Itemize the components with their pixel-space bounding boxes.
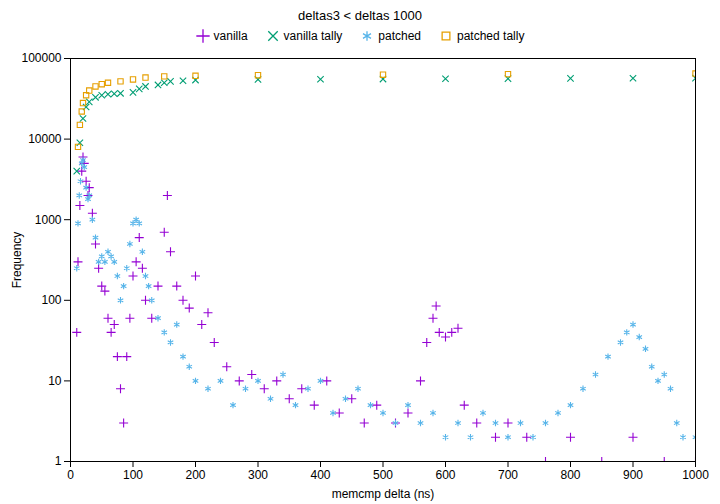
svg-text:500: 500 bbox=[373, 468, 393, 482]
svg-text:10: 10 bbox=[48, 374, 62, 388]
svg-text:10000: 10000 bbox=[28, 132, 62, 146]
svg-text:700: 700 bbox=[498, 468, 518, 482]
html-text:patched: patched bbox=[378, 29, 421, 43]
svg-text:400: 400 bbox=[310, 468, 330, 482]
html-text:deltas3 < deltas 1000: deltas3 < deltas 1000 bbox=[298, 8, 422, 23]
svg-text:800: 800 bbox=[560, 468, 580, 482]
svg-text:900: 900 bbox=[623, 468, 643, 482]
svg-text:1000: 1000 bbox=[682, 468, 709, 482]
svg-text:1: 1 bbox=[55, 454, 62, 468]
html-text:vanilla: vanilla bbox=[213, 29, 248, 43]
html-text:patched tally: patched tally bbox=[457, 29, 525, 43]
svg-text:600: 600 bbox=[435, 468, 455, 482]
svg-text:300: 300 bbox=[248, 468, 268, 482]
svg-text:0: 0 bbox=[67, 468, 74, 482]
svg-text:100000: 100000 bbox=[21, 51, 61, 65]
html-text:vanilla tally: vanilla tally bbox=[283, 29, 343, 43]
svg-text:100: 100 bbox=[123, 468, 143, 482]
svg-text:100: 100 bbox=[41, 293, 61, 307]
svg-text:Frequency: Frequency bbox=[10, 232, 24, 289]
svg-text:200: 200 bbox=[185, 468, 205, 482]
svg-text:1000: 1000 bbox=[35, 213, 62, 227]
svg-text:memcmp delta (ns): memcmp delta (ns) bbox=[332, 487, 435, 501]
